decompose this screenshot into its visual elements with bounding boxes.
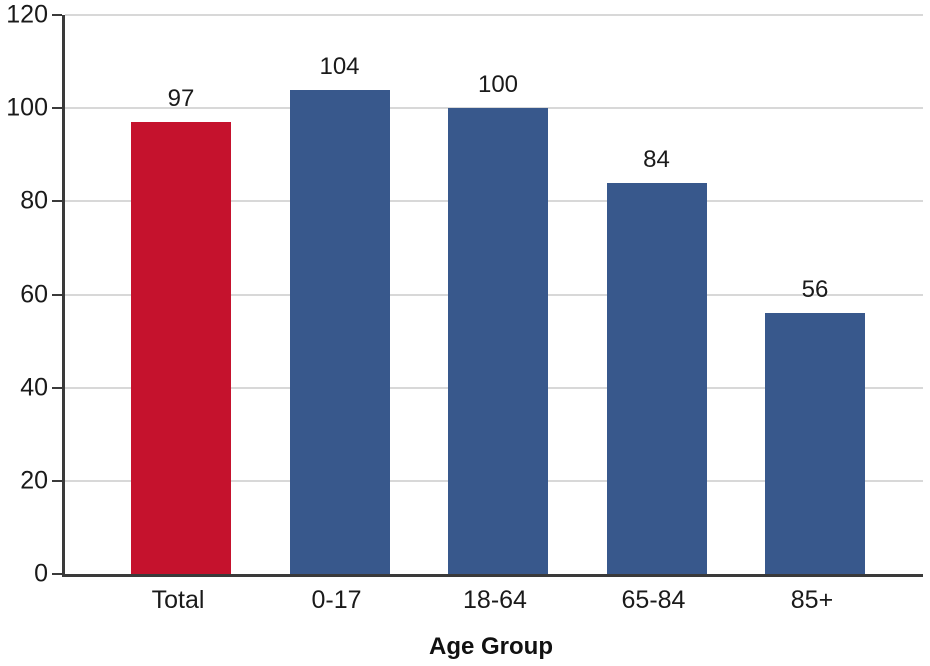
bar-value-label-0-17: 104 (319, 52, 360, 80)
y-tick-mark-0 (52, 573, 62, 575)
bar-slot-Total: 97 (131, 15, 231, 574)
bars: 97 104 100 84 56 (131, 15, 865, 574)
y-tick-label-60: 60 (20, 280, 48, 308)
x-tick-label-Total: Total (151, 586, 205, 614)
y-tick-label-120: 120 (6, 0, 48, 29)
bar-value-label-85+: 56 (801, 276, 829, 304)
bar-Total (131, 122, 231, 574)
bar-85+ (765, 313, 865, 574)
y-tick-mark-40 (52, 386, 62, 389)
y-tick-label-0: 0 (34, 559, 48, 588)
x-tick-label-65-84: 65-84 (621, 586, 686, 614)
bar-slot-18-64: 100 (448, 15, 548, 574)
bar-slot-85+: 56 (765, 15, 865, 574)
gridline-120 (65, 14, 923, 16)
plot-area: 97 104 100 84 56 (62, 14, 923, 577)
bar-0-17 (289, 89, 390, 574)
y-tick-mark-120 (52, 14, 62, 16)
y-tick-label-100: 100 (6, 93, 48, 122)
y-tick-mark-100 (52, 107, 62, 110)
y-tick-label-40: 40 (20, 373, 48, 402)
bar-65-84 (606, 182, 707, 574)
bar-18-64 (448, 108, 548, 574)
x-axis-title: Age Group (429, 633, 553, 660)
x-tick-label-18-64: 18-64 (463, 586, 527, 614)
bar-value-label-65-84: 84 (643, 145, 670, 173)
x-axis-labels: Total 0-17 18-64 65-84 85+ (128, 586, 862, 615)
bar-slot-0-17: 104 (289, 15, 390, 574)
bar-slot-65-84: 84 (606, 15, 707, 574)
bar-value-label-Total: 97 (167, 85, 195, 113)
x-tick-label-0-17: 0-17 (311, 586, 362, 614)
y-tick-mark-80 (52, 200, 62, 203)
y-tick-mark-20 (52, 479, 62, 482)
bar-value-label-18-64: 100 (477, 71, 519, 99)
y-tick-label-20: 20 (20, 466, 48, 495)
y-tick-mark-60 (52, 293, 62, 296)
x-tick-label-85+: 85+ (790, 586, 834, 614)
y-tick-label-80: 80 (20, 186, 48, 215)
